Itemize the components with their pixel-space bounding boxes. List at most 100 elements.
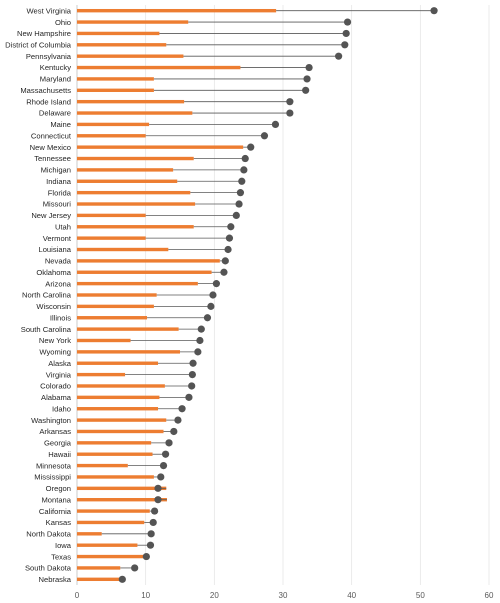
dot-point (430, 7, 438, 15)
bar (77, 8, 277, 13)
bar (77, 99, 185, 104)
category-label: Mississippi (34, 473, 71, 482)
dot-point (207, 302, 215, 310)
category-label: Colorado (40, 382, 71, 391)
category-label: Alaska (48, 359, 72, 368)
bar (77, 418, 167, 422)
dot-point (194, 348, 202, 356)
bar (77, 293, 157, 297)
category-label: Idaho (52, 404, 71, 413)
category-label: Kentucky (40, 63, 71, 72)
bar (77, 145, 244, 149)
category-label: Michigan (41, 166, 71, 175)
category-label: Nebraska (39, 575, 72, 584)
bar (77, 304, 154, 309)
category-label: Kansas (46, 518, 72, 527)
bar (77, 577, 124, 582)
category-label: Connecticut (31, 131, 72, 140)
bar (77, 463, 128, 468)
bar (77, 384, 165, 388)
category-label: Vermont (43, 234, 72, 243)
bar (77, 566, 121, 570)
bar (77, 77, 154, 81)
category-label: Washington (31, 416, 71, 425)
bar (77, 259, 220, 263)
dot-point (241, 154, 249, 163)
dot-point (209, 291, 217, 299)
dots (118, 7, 438, 583)
dot-point (235, 200, 243, 208)
x-tick-label: 30 (279, 591, 288, 600)
dot-point (159, 461, 168, 470)
category-label: New Hampshire (17, 29, 71, 38)
dot-point (161, 450, 170, 458)
category-label: Wisconsin (36, 302, 71, 311)
category-label: New York (39, 336, 71, 345)
bar (77, 236, 146, 240)
category-label: California (39, 507, 72, 516)
dot-point (227, 223, 235, 231)
category-label: Arizona (45, 279, 72, 288)
category-label: Oregon (46, 484, 71, 493)
bar (77, 554, 145, 559)
category-label: Alabama (41, 393, 72, 402)
x-tick-label: 10 (141, 591, 150, 600)
dot-point (335, 52, 343, 60)
dot-point (303, 75, 311, 83)
bar (77, 543, 138, 547)
dot-point (188, 382, 196, 390)
dot-point (224, 245, 232, 254)
category-label: Montana (41, 495, 71, 504)
bar (77, 327, 179, 331)
bar (77, 475, 154, 479)
dot-point (185, 393, 193, 401)
category-label: Tennessee (34, 154, 71, 163)
dot-point (220, 268, 228, 276)
dot-point (150, 507, 159, 515)
bar (77, 395, 160, 400)
bar (77, 498, 167, 502)
dot-point (286, 98, 294, 106)
bar (77, 88, 154, 92)
bar (77, 134, 146, 138)
connectors (101, 10, 435, 580)
dot-point (247, 143, 255, 151)
category-label: North Carolina (22, 291, 72, 300)
bar (77, 486, 167, 491)
dot-point (154, 496, 162, 504)
category-label: Maryland (40, 75, 71, 84)
dot-point (142, 552, 150, 561)
bars (77, 8, 277, 582)
category-label: Florida (48, 188, 72, 197)
dot-point (203, 314, 212, 322)
category-label: Delaware (39, 109, 71, 118)
category-label: Pennsylvania (26, 52, 72, 61)
bar (77, 20, 189, 24)
category-label: Arkansas (39, 427, 71, 436)
category-label: South Carolina (21, 325, 72, 334)
dot-point (302, 86, 310, 94)
dot-point (189, 359, 197, 367)
dot-point (147, 530, 155, 538)
category-label: Georgia (44, 439, 72, 448)
category-label: Maine (50, 120, 71, 129)
category-label: Nevada (45, 257, 72, 266)
dot-point (260, 132, 269, 140)
x-axis-ticks: 0 10 20 30 40 50 60 (75, 591, 494, 600)
dot-point (197, 325, 205, 333)
dot-point (149, 518, 157, 527)
x-tick-label: 20 (210, 591, 219, 600)
dot-point (157, 473, 165, 481)
category-label: Louisiana (38, 245, 71, 254)
category-label: Ohio (55, 18, 71, 27)
bar (77, 361, 159, 365)
bar (77, 225, 194, 229)
bar (77, 281, 198, 286)
category-label: District of Columbia (5, 41, 72, 50)
bar (77, 350, 180, 354)
dot-point (271, 120, 280, 129)
dot-point (178, 405, 186, 413)
category-label: Hawaii (48, 450, 71, 459)
bar (77, 407, 159, 411)
